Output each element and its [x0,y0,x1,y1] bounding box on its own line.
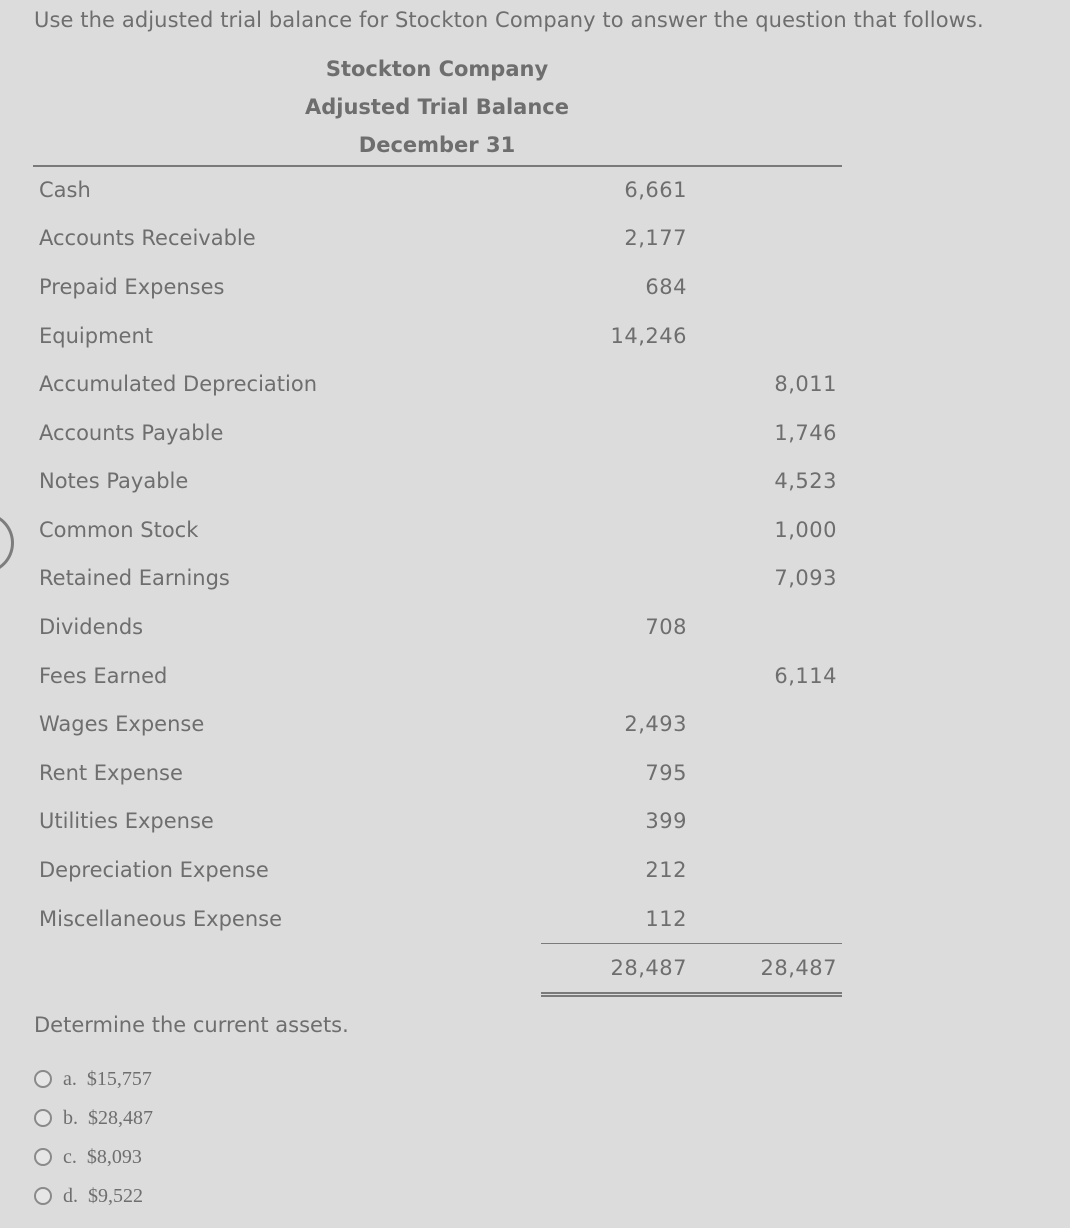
credit-amount: 6,114 [774,664,837,688]
credit-amount: 1,746 [774,421,837,445]
statement-title: Adjusted Trial Balance [305,95,569,119]
option-letter: c. [63,1145,77,1168]
debit-amount: 212 [645,858,687,882]
side-bracket-decoration [0,512,14,574]
radio-icon[interactable] [34,1109,52,1127]
debit-amount: 6,661 [624,178,687,202]
statement-date: December 31 [358,133,516,157]
radio-icon[interactable] [34,1070,52,1088]
debit-amount: 399 [645,809,687,833]
account-name: Wages Expense [39,712,205,736]
account-name: Fees Earned [39,664,168,688]
table-row: Prepaid Expenses 684 [33,275,842,309]
option-c[interactable]: c. $8,093 [34,1143,142,1171]
header-divider [33,165,842,167]
debit-amount: 2,177 [624,226,687,250]
account-name: Depreciation Expense [39,858,269,882]
account-name: Utilities Expense [39,809,214,833]
total-single-rule [541,943,842,944]
option-value: $8,093 [86,1145,142,1168]
option-value: $15,757 [86,1067,152,1090]
credit-amount: 4,523 [774,469,837,493]
table-row: Cash 6,661 [33,178,842,212]
credit-total: 28,487 [760,956,837,980]
table-row: Retained Earnings 7,093 [33,566,842,600]
table-row: Depreciation Expense 212 [33,858,842,892]
account-name: Rent Expense [39,761,183,785]
table-row: Accumulated Depreciation 8,011 [33,372,842,406]
radio-icon[interactable] [34,1148,52,1166]
table-row: Accounts Receivable 2,177 [33,226,842,260]
option-letter: b. [63,1106,78,1129]
debit-total: 28,487 [610,956,687,980]
debit-amount: 795 [645,761,687,785]
option-letter: a. [63,1067,77,1090]
option-letter: d. [63,1184,78,1207]
account-name: Equipment [39,324,153,348]
table-row: Common Stock 1,000 [33,518,842,552]
company-name: Stockton Company [325,57,549,81]
table-row: Equipment 14,246 [33,324,842,358]
debit-amount: 708 [645,615,687,639]
credit-amount: 1,000 [774,518,837,542]
option-value: $28,487 [88,1106,153,1129]
radio-icon[interactable] [34,1187,52,1205]
option-a[interactable]: a. $15,757 [34,1065,152,1093]
account-name: Miscellaneous Expense [39,907,283,931]
option-b[interactable]: b. $28,487 [34,1104,153,1132]
account-name: Cash [39,178,91,202]
account-name: Accounts Payable [39,421,224,445]
option-value: $9,522 [88,1184,143,1207]
credit-amount: 7,093 [774,566,837,590]
table-row: Rent Expense 795 [33,761,842,795]
question-prompt: Determine the current assets. [34,1013,349,1037]
debit-amount: 112 [645,907,687,931]
totals-row: 28,487 28,487 [33,956,842,990]
debit-amount: 14,246 [610,324,687,348]
account-name: Retained Earnings [39,566,230,590]
credit-amount: 8,011 [774,372,837,396]
account-name: Accounts Receivable [39,226,256,250]
table-row: Wages Expense 2,493 [33,712,842,746]
table-row: Dividends 708 [33,615,842,649]
table-row: Utilities Expense 399 [33,809,842,843]
table-row: Miscellaneous Expense 112 [33,907,842,941]
account-name: Notes Payable [39,469,189,493]
option-d[interactable]: d. $9,522 [34,1182,143,1210]
account-name: Common Stock [39,518,199,542]
table-row: Accounts Payable 1,746 [33,421,842,455]
debit-amount: 684 [645,275,687,299]
account-name: Prepaid Expenses [39,275,225,299]
total-double-rule [541,992,842,997]
account-name: Accumulated Depreciation [39,372,318,396]
instructions-text: Use the adjusted trial balance for Stock… [34,8,984,32]
table-row: Notes Payable 4,523 [33,469,842,503]
account-name: Dividends [39,615,144,639]
debit-amount: 2,493 [624,712,687,736]
table-row: Fees Earned 6,114 [33,664,842,698]
